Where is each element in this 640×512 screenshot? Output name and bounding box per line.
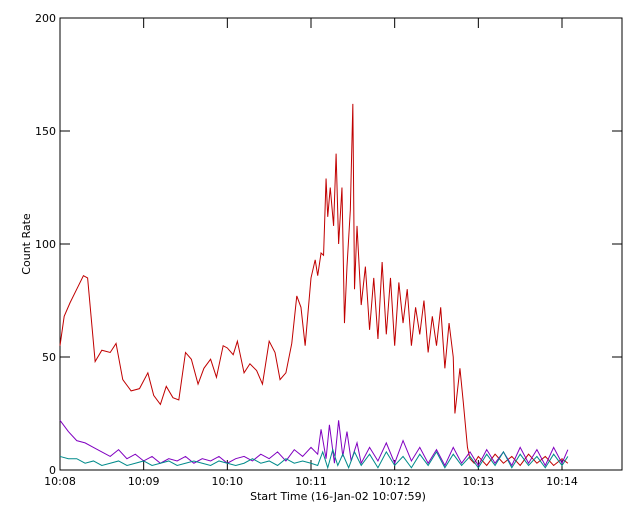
y-tick-label: 50 [42, 351, 56, 364]
x-tick-label: 10:08 [44, 475, 76, 488]
x-tick-label: 10:13 [462, 475, 494, 488]
data-line [59, 419, 569, 467]
x-tick-label: 10:14 [546, 475, 578, 488]
x-tick-label: 10:12 [379, 475, 411, 488]
y-tick-label: 100 [35, 238, 56, 251]
y-axis-label: Count Rate [20, 213, 33, 275]
plot-frame [59, 17, 623, 471]
data-line [59, 103, 569, 467]
x-tick-label: 10:10 [211, 475, 243, 488]
x-tick-label: 10:09 [128, 475, 160, 488]
x-axis-label: Start Time (16-Jan-02 10:07:59) [250, 490, 426, 503]
y-tick-label: 0 [49, 464, 56, 477]
data-line [59, 447, 569, 470]
x-tick-label: 10:11 [295, 475, 327, 488]
y-tick-label: 200 [35, 12, 56, 25]
y-tick-label: 150 [35, 125, 56, 138]
